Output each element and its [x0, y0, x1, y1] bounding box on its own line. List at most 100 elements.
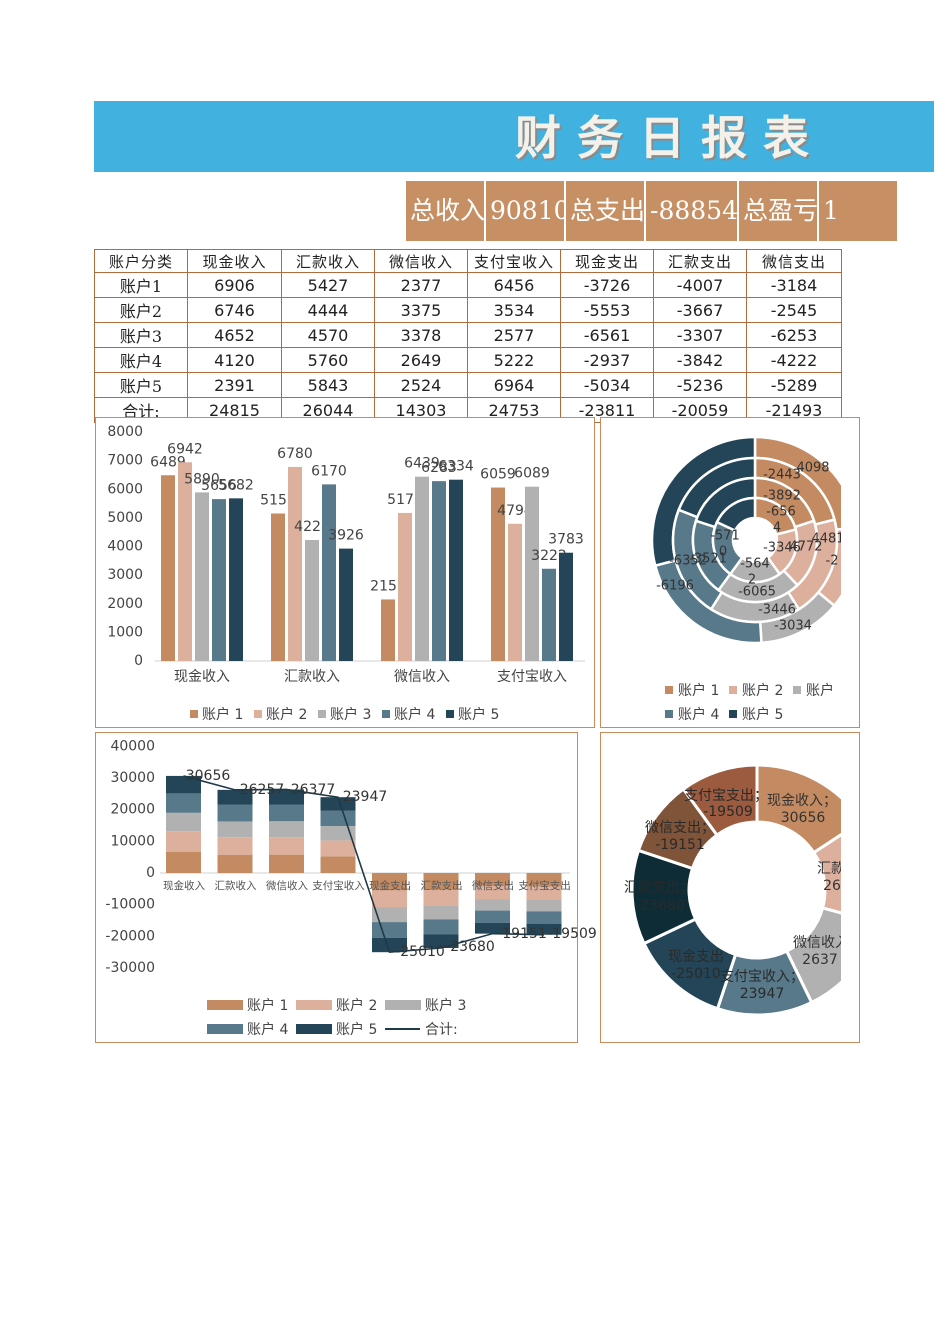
- chart3-category-label: 汇款支出: [421, 879, 463, 892]
- chart1-bar: [398, 512, 412, 661]
- chart3-stacked-segment: [269, 789, 304, 805]
- chart2-legend-label: 账户 1: [678, 682, 719, 699]
- table-cell: 2377: [374, 272, 468, 298]
- chart2-data-label: -3892: [763, 489, 801, 504]
- table-row-label: 账户4: [94, 347, 188, 373]
- chart3-legend-swatch: [207, 1024, 243, 1034]
- chart4-slice-label: 汇款支出；: [624, 880, 694, 896]
- chart4-slice: [811, 833, 841, 915]
- chart2-legend-label: 账户 2: [742, 682, 783, 699]
- chart2-data-label: -3346: [763, 541, 801, 556]
- chart3-legend-swatch: [207, 1000, 243, 1010]
- chart1-bar: [415, 476, 429, 661]
- chart3-legend-swatch: [296, 1000, 332, 1010]
- chart3-category-label: 微信收入: [266, 879, 308, 892]
- chart1-legend-swatch: [446, 710, 454, 718]
- chart2-data-label: -6065: [738, 585, 776, 600]
- chart3-stacked-segment: [526, 886, 562, 900]
- chart3-stacked-segment: [475, 910, 510, 923]
- chart2-data-label: 4481: [811, 532, 841, 547]
- table-cell: 3375: [374, 297, 468, 323]
- chart1-data-label: 6170: [311, 463, 347, 479]
- table-header-cell: 汇款支出: [653, 249, 747, 273]
- chart3-ytick-label: 10000: [110, 833, 155, 849]
- chart2-data-label: -656: [766, 505, 796, 520]
- chart3-stacked-segment: [217, 804, 253, 822]
- table-cell: 3378: [374, 322, 468, 348]
- chart2-legend-swatch: [729, 686, 737, 694]
- table-cell: -3667: [653, 297, 747, 323]
- chart4-slice-label: 现金支出: [668, 949, 724, 965]
- chart1-data-label: 6780: [277, 446, 313, 462]
- table-cell: -3842: [653, 347, 747, 373]
- chart3-stacked-segment: [372, 873, 407, 891]
- chart3-ytick-label: 20000: [110, 802, 155, 818]
- chart1-bar: [322, 484, 336, 661]
- chart1-category-label: 汇款收入: [284, 669, 340, 685]
- report-title: 财务日报表: [515, 111, 825, 165]
- chart1-bar: [288, 466, 302, 661]
- chart4-slice: [755, 763, 841, 855]
- accounts-table: 账户分类 现金收入 汇款收入 微信收入 支付宝收入 现金支出 汇款支出 微信支出 账户1 690…: [94, 249, 842, 423]
- chart1-data-label: 5682: [218, 477, 254, 493]
- chart1-bar: [491, 487, 505, 661]
- chart2-data-label: -6352: [669, 554, 707, 569]
- chart3-stacked-segment: [475, 922, 510, 934]
- chart1-ytick-label: 8000: [107, 424, 143, 440]
- chart3-ytick-label: 30000: [110, 770, 155, 786]
- chart3-stacked-segment: [320, 856, 356, 873]
- chart1-bar: [195, 492, 209, 661]
- chart1-category-label: 支付宝收入: [497, 669, 567, 685]
- kpi-expense-label: 总支出: [566, 181, 644, 241]
- chart4-slice-label: 支付宝支出；: [684, 788, 768, 804]
- chart3-stacked-segment: [475, 886, 510, 900]
- chart3-total-line: [183, 775, 545, 954]
- chart3-stacked-segment: [217, 837, 253, 855]
- chart1-data-label: 6489: [150, 454, 186, 470]
- chart2-legend-label: 账户 5: [742, 706, 783, 723]
- chart1-ytick-label: 0: [134, 653, 143, 669]
- chart2-legend-swatch: [729, 710, 737, 718]
- chart3-ytick-label: -10000: [105, 897, 155, 913]
- chart1-data-label: 4228: [294, 519, 330, 535]
- chart3-legend-label: 账户 4: [247, 1021, 288, 1038]
- chart3-total-label: -19151: [497, 926, 547, 942]
- chart2-data-label: -2443: [763, 468, 801, 483]
- chart3-stacked-segment: [217, 789, 253, 805]
- chart3-stacked-segment: [166, 851, 201, 873]
- chart1-data-label: 5890: [184, 471, 220, 487]
- chart1-data-label: 6089: [514, 466, 550, 482]
- chart3-stacked-segment: [320, 810, 356, 826]
- chart1-data-label: 5656: [201, 478, 237, 494]
- chart1-ytick-label: 6000: [107, 481, 143, 497]
- chart3-stacked-segment: [423, 873, 459, 890]
- chart1-data-label: 5153: [260, 492, 296, 508]
- chart3-stacked-segment: [423, 905, 459, 920]
- table-row: 账户4 4120 5760 2649 5222 -2937 -3842 -4222: [94, 347, 842, 373]
- table-cell: -2545: [746, 297, 842, 323]
- chart3-stacked-segment: [166, 831, 201, 852]
- chart3-stacked-segment: [320, 825, 356, 841]
- chart3-legend-swatch: [385, 1000, 421, 1010]
- chart4-slice-value: -19151: [655, 837, 705, 853]
- kpi-expense-value: -88854: [646, 181, 737, 241]
- chart1-bar: [508, 523, 522, 661]
- chart3-category-label: 现金支出: [369, 879, 411, 892]
- chart3-stacked-segment: [372, 922, 407, 938]
- chart2-data-label: 4772: [789, 540, 822, 555]
- chart3-stacked-segment: [320, 840, 356, 857]
- chart1-ytick-label: 2000: [107, 596, 143, 612]
- chart3-ytick-label: -20000: [105, 928, 155, 944]
- table-row-label: 账户2: [94, 297, 188, 323]
- table-cell: -5236: [653, 372, 747, 398]
- table-cell: 4444: [281, 297, 375, 323]
- chart3-stacked-segment: [320, 797, 356, 811]
- chart3-category-label: 微信支出: [472, 879, 514, 892]
- table-cell: -4007: [653, 272, 747, 298]
- chart3-total-label: 26377: [291, 782, 336, 798]
- chart2-data-label: 2: [748, 573, 756, 588]
- chart2-legend-label: 账户 4: [678, 706, 719, 723]
- chart1-bar: [542, 568, 556, 661]
- chart3-stacked-segment: [423, 919, 459, 935]
- chart1-ytick-label: 1000: [107, 624, 143, 640]
